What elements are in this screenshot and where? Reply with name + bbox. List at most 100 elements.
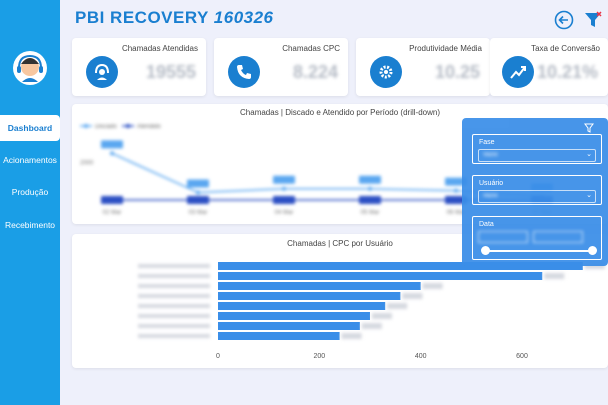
data-point[interactable] xyxy=(110,151,114,156)
x-tick-label: 400 xyxy=(415,353,427,360)
x-tick-label: 03 Mar xyxy=(189,210,208,216)
filter-usuario-select[interactable]: Vazio ⌄ xyxy=(478,190,596,203)
data-label xyxy=(445,196,467,204)
filter-fase-value: Vazio xyxy=(483,152,498,158)
data-label xyxy=(372,313,392,319)
data-label xyxy=(341,333,362,339)
bar[interactable] xyxy=(218,332,340,340)
filter-data-label: Data xyxy=(479,221,494,228)
data-label xyxy=(445,177,467,186)
date-slider-end-handle[interactable] xyxy=(588,246,597,255)
chevron-down-icon: ⌄ xyxy=(586,151,592,158)
kpi-card-produtividade: Produtividade Média 10.25 xyxy=(356,38,490,96)
category-label xyxy=(138,304,210,308)
kpi-label: Produtividade Média xyxy=(409,44,482,53)
bar-chart-panel: Chamadas | CPC por Usuário 0 200 400 600 xyxy=(72,234,608,368)
data-label xyxy=(359,196,381,204)
filter-usuario-value: Vazio xyxy=(483,193,498,199)
data-point[interactable] xyxy=(368,186,372,191)
sidebar-item-acionamentos[interactable]: Acionamentos xyxy=(3,155,57,165)
sidebar: Dashboard Acionamentos Produção Recebime… xyxy=(0,0,60,405)
page-title-text: PBI RECOVERY xyxy=(75,8,209,27)
data-label xyxy=(187,196,209,204)
bar[interactable] xyxy=(218,282,421,290)
y-tick-label: 2000 xyxy=(80,161,94,167)
category-label xyxy=(138,334,210,338)
line-chart-title: Chamadas | Discado e Atendido por Períod… xyxy=(240,108,440,117)
sidebar-item-recebimento[interactable]: Recebimento xyxy=(4,220,56,230)
date-slider-track xyxy=(485,250,595,252)
kpi-value: 8.224 xyxy=(292,62,338,82)
filter-usuario-label: Usuário xyxy=(479,180,504,187)
bar[interactable] xyxy=(218,322,360,330)
category-label xyxy=(138,284,210,288)
x-tick-label: 200 xyxy=(313,353,325,360)
legend-atendido: Atendido xyxy=(137,124,161,130)
x-tick-label: 04 Mar xyxy=(275,210,294,216)
data-label xyxy=(387,303,408,309)
legend-discado: Discado xyxy=(95,124,117,130)
line-chart-legend: Discado Atendido xyxy=(80,124,161,130)
data-label xyxy=(101,196,123,204)
filter-usuario: Usuário Vazio ⌄ xyxy=(472,175,602,205)
category-label xyxy=(138,264,210,268)
kpi-label: Chamadas CPC xyxy=(282,44,340,53)
data-point[interactable] xyxy=(196,190,200,195)
date-slider-start-handle[interactable] xyxy=(481,246,490,255)
filter-icon[interactable] xyxy=(583,10,603,30)
kpi-value: 10.21% xyxy=(536,62,598,82)
trend-up-icon xyxy=(502,56,534,88)
data-label xyxy=(101,140,123,149)
kpi-card-cpc: Chamadas CPC 8.224 xyxy=(214,38,348,96)
bar[interactable] xyxy=(218,292,401,300)
x-tick-label: 0 xyxy=(216,353,220,360)
category-label xyxy=(138,324,210,328)
kpi-label: Taxa de Conversão xyxy=(531,44,600,53)
x-tick-label: 600 xyxy=(516,353,528,360)
data-label xyxy=(361,323,382,329)
data-label xyxy=(544,273,565,279)
filter-fase: Fase Vazio ⌄ xyxy=(472,134,602,164)
data-label xyxy=(402,293,423,299)
data-label xyxy=(422,283,443,289)
page-title-number: 160326 xyxy=(213,8,274,27)
kpi-card-atendidas: Chamadas Atendidas 19555 xyxy=(72,38,206,96)
x-tick-label: 02 Mar xyxy=(103,210,122,216)
headset-icon xyxy=(86,56,118,88)
data-label xyxy=(187,179,209,188)
bar-chart-title: Chamadas | CPC por Usuário xyxy=(287,239,393,248)
date-start-input[interactable] xyxy=(478,231,528,243)
kpi-label: Chamadas Atendidas xyxy=(121,44,198,53)
date-end-input[interactable] xyxy=(533,231,583,243)
gear-icon xyxy=(370,56,402,88)
kpi-value: 10.25 xyxy=(434,62,480,82)
bar[interactable] xyxy=(218,272,543,280)
kpi-card-conversao: Taxa de Conversão 10.21% xyxy=(490,38,608,96)
category-label xyxy=(138,314,210,318)
filter-icon-small xyxy=(584,123,594,133)
data-label xyxy=(273,196,295,204)
data-label xyxy=(273,175,295,184)
avatar-icon xyxy=(13,51,47,85)
category-label xyxy=(138,294,210,298)
category-label xyxy=(138,274,210,278)
sidebar-item-dashboard[interactable]: Dashboard xyxy=(0,115,60,141)
data-point[interactable] xyxy=(454,188,458,193)
bar[interactable] xyxy=(218,262,583,270)
bar-chart: 0 200 400 600 xyxy=(138,262,605,360)
sidebar-item-producao[interactable]: Produção xyxy=(11,187,49,197)
bar[interactable] xyxy=(218,312,370,320)
data-point[interactable] xyxy=(282,186,286,191)
filter-data: Data xyxy=(472,216,602,260)
x-tick-label: 05 Mar xyxy=(361,210,380,216)
filter-fase-label: Fase xyxy=(479,139,495,146)
data-label xyxy=(359,175,381,184)
chevron-down-icon: ⌄ xyxy=(586,192,592,199)
kpi-value: 19555 xyxy=(145,62,196,82)
filter-fase-select[interactable]: Vazio ⌄ xyxy=(478,149,596,162)
phone-icon xyxy=(228,56,260,88)
page-title: PBI RECOVERY 160326 xyxy=(75,8,274,28)
back-arrow-icon[interactable] xyxy=(554,10,574,30)
x-tick-label: 06 Mar xyxy=(447,210,466,216)
bar[interactable] xyxy=(218,302,386,310)
